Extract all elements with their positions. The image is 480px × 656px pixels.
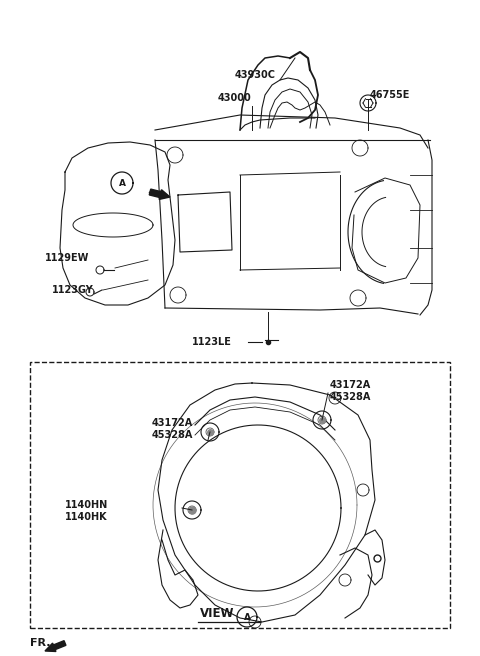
Text: 43172A: 43172A — [330, 380, 371, 390]
FancyArrow shape — [45, 641, 66, 651]
Text: 1123GY: 1123GY — [52, 285, 94, 295]
Text: 45328A: 45328A — [330, 392, 372, 402]
Text: 43930C: 43930C — [235, 70, 276, 80]
Bar — [30, 362, 450, 628]
Text: 45328A: 45328A — [152, 430, 193, 440]
Text: 1129EW: 1129EW — [45, 253, 89, 263]
Text: A: A — [119, 178, 125, 188]
Text: 43172A: 43172A — [152, 418, 193, 428]
Text: VIEW: VIEW — [200, 607, 235, 620]
Text: 46755E: 46755E — [370, 90, 410, 100]
Text: 1140HK: 1140HK — [65, 512, 108, 522]
Text: 43000: 43000 — [218, 93, 252, 103]
FancyArrow shape — [149, 189, 170, 199]
Text: 1140HN: 1140HN — [65, 500, 108, 510]
Text: A: A — [243, 613, 251, 621]
Text: FR.: FR. — [30, 638, 50, 648]
Text: 1123LE: 1123LE — [192, 337, 232, 347]
